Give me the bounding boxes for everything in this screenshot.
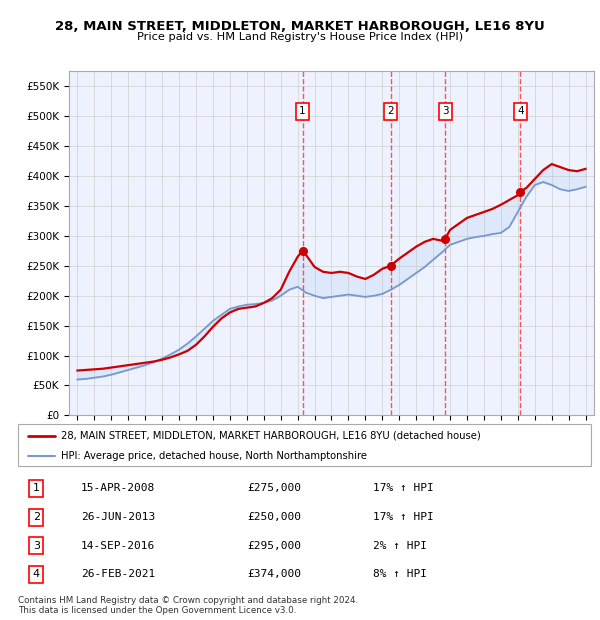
FancyBboxPatch shape [18, 424, 591, 466]
Text: HPI: Average price, detached house, North Northamptonshire: HPI: Average price, detached house, Nort… [61, 451, 367, 461]
Text: 26-JUN-2013: 26-JUN-2013 [81, 512, 155, 522]
Text: 1: 1 [33, 484, 40, 494]
Text: 17% ↑ HPI: 17% ↑ HPI [373, 512, 434, 522]
Text: 2% ↑ HPI: 2% ↑ HPI [373, 541, 427, 551]
Text: 4: 4 [517, 107, 524, 117]
Text: This data is licensed under the Open Government Licence v3.0.: This data is licensed under the Open Gov… [18, 606, 296, 616]
Text: 3: 3 [442, 107, 448, 117]
Text: 8% ↑ HPI: 8% ↑ HPI [373, 569, 427, 580]
Text: 17% ↑ HPI: 17% ↑ HPI [373, 484, 434, 494]
Text: 4: 4 [33, 569, 40, 580]
Text: £295,000: £295,000 [247, 541, 301, 551]
Text: 2: 2 [33, 512, 40, 522]
Text: £275,000: £275,000 [247, 484, 301, 494]
Text: 28, MAIN STREET, MIDDLETON, MARKET HARBOROUGH, LE16 8YU: 28, MAIN STREET, MIDDLETON, MARKET HARBO… [55, 20, 545, 33]
Text: Price paid vs. HM Land Registry's House Price Index (HPI): Price paid vs. HM Land Registry's House … [137, 32, 463, 42]
Text: 15-APR-2008: 15-APR-2008 [81, 484, 155, 494]
Text: 14-SEP-2016: 14-SEP-2016 [81, 541, 155, 551]
Text: £250,000: £250,000 [247, 512, 301, 522]
Text: 2: 2 [387, 107, 394, 117]
Text: Contains HM Land Registry data © Crown copyright and database right 2024.: Contains HM Land Registry data © Crown c… [18, 596, 358, 606]
Text: 3: 3 [33, 541, 40, 551]
Text: 28, MAIN STREET, MIDDLETON, MARKET HARBOROUGH, LE16 8YU (detached house): 28, MAIN STREET, MIDDLETON, MARKET HARBO… [61, 431, 481, 441]
Text: 26-FEB-2021: 26-FEB-2021 [81, 569, 155, 580]
Text: £374,000: £374,000 [247, 569, 301, 580]
Text: 1: 1 [299, 107, 306, 117]
